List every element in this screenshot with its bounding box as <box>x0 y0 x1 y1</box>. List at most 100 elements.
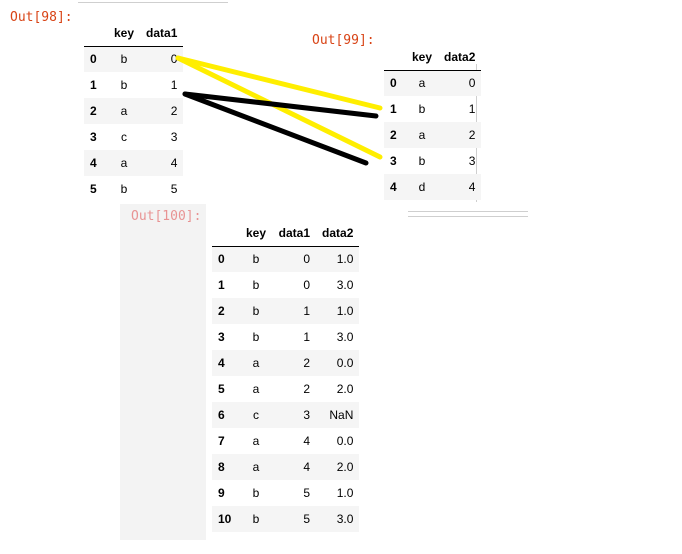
cell-data2: 4 <box>468 180 476 194</box>
cell-key: b <box>252 304 260 318</box>
column-header-data2: data2 <box>438 44 482 71</box>
table-row: 3 b 1 3.0 <box>212 324 359 350</box>
cell-data2: 3.0 <box>336 330 354 344</box>
column-header-key: key <box>406 44 439 71</box>
cell-data2: 2 <box>468 128 476 142</box>
index-header <box>384 44 406 71</box>
cell-key: b <box>252 512 260 526</box>
table-row: 1 b 1 <box>84 72 183 98</box>
cell-data1: 5 <box>170 182 178 196</box>
cell-data1: 4 <box>303 434 311 448</box>
table-row: 2 a 2 <box>384 122 482 148</box>
cell-key: a <box>418 128 426 142</box>
yellow-connector-line <box>175 55 383 111</box>
row-index: 2 <box>390 128 397 142</box>
row-index: 2 <box>90 104 97 118</box>
table-row: 2 a 2 <box>84 98 184 124</box>
cell-key: b <box>252 486 260 500</box>
cell-key: b <box>418 154 426 168</box>
row-index: 0 <box>90 52 97 67</box>
row-index: 7 <box>218 434 225 448</box>
cell-key: a <box>252 434 260 448</box>
table-row: 0 b 0 1.0 <box>212 246 360 272</box>
table-row: 0 a 0 <box>384 70 482 96</box>
cell-key: c <box>253 408 260 422</box>
out98-dataframe: key data1 0 b 0 1 b 1 2 a 2 3 c 3 4 a 4 5 b 5 <box>84 20 184 202</box>
cell-key: c <box>121 130 128 144</box>
output-border <box>476 64 477 202</box>
column-header-data1: data1 <box>140 20 184 47</box>
cell-data1: 1 <box>303 330 311 344</box>
row-index: 8 <box>218 460 225 474</box>
row-index: 1 <box>90 78 97 92</box>
index-header <box>84 20 108 47</box>
cell-data1: 2 <box>303 382 311 396</box>
cell-separator-right-2 <box>408 216 528 217</box>
cell-key: b <box>120 78 128 92</box>
row-index: 3 <box>90 130 97 144</box>
table-row: 2 b 1 1.0 <box>212 298 360 324</box>
row-index: 6 <box>218 408 225 422</box>
cell-separator-right-1 <box>408 211 528 212</box>
row-index: 3 <box>390 154 397 168</box>
row-index: 5 <box>90 182 97 196</box>
cell-data2: 2.0 <box>336 460 354 474</box>
cell-key: b <box>252 252 260 267</box>
cell-data2: 0.0 <box>336 434 354 448</box>
cell-data1: 3 <box>303 408 311 422</box>
column-header-data2: data2 <box>316 220 360 247</box>
cell-data1: 3 <box>170 130 178 144</box>
row-index: 5 <box>218 382 225 396</box>
cell-data2: 3.0 <box>336 512 354 526</box>
cell-data1: 5 <box>303 486 311 500</box>
cell-data1: 1 <box>303 304 311 318</box>
cell-data1: 1 <box>170 78 178 92</box>
cell-data2: 1.0 <box>336 486 354 500</box>
cell-key: b <box>120 52 128 67</box>
cell-data2: 2.0 <box>336 382 354 396</box>
out100-prompt: Out[100]: <box>131 209 202 224</box>
out98-prompt: Out[98]: <box>10 10 73 25</box>
cell-data1: 0 <box>170 52 178 67</box>
cell-data1: 4 <box>303 460 311 474</box>
table-row: 4 a 4 <box>84 150 184 176</box>
column-header-data1: data1 <box>272 220 317 247</box>
black-connector-line <box>182 91 379 119</box>
index-header <box>212 220 240 247</box>
table-row: 7 a 4 0.0 <box>212 428 359 454</box>
table-row: 8 a 4 2.0 <box>212 454 360 480</box>
row-index: 4 <box>90 156 97 170</box>
cell-key: b <box>252 278 260 292</box>
cell-data2: 3.0 <box>336 278 354 292</box>
cell-data1: 0 <box>303 252 311 267</box>
cell-data2: 1 <box>468 102 476 116</box>
column-header-key: key <box>108 20 141 47</box>
row-index: 1 <box>390 102 397 116</box>
table-row: 6 c 3 NaN <box>212 402 360 428</box>
out100-prompt-panel <box>120 204 206 540</box>
row-index: 4 <box>218 356 225 370</box>
table-row: 4 d 4 <box>384 174 482 200</box>
yellow-connector-line <box>175 55 383 160</box>
table-row: 4 a 2 0.0 <box>212 350 360 376</box>
out99-prompt: Out[99]: <box>312 33 375 48</box>
cell-data1: 2 <box>303 356 311 370</box>
cell-data2: NaN <box>329 408 354 422</box>
cell-data1: 4 <box>170 156 178 170</box>
cell-key: b <box>418 102 426 116</box>
table-row: 1 b 1 <box>384 96 481 122</box>
cell-key: a <box>120 104 128 118</box>
table-row: 1 b 0 3.0 <box>212 272 359 298</box>
cell-key: a <box>120 156 128 170</box>
table-row: 3 b 3 <box>384 148 481 174</box>
row-index: 2 <box>218 304 225 318</box>
header-row: key data2 <box>384 44 482 71</box>
cell-data2: 0 <box>468 76 476 91</box>
cell-data1: 5 <box>303 512 311 526</box>
cell-data2: 0.0 <box>336 356 354 370</box>
cell-key: a <box>418 76 426 91</box>
header-row: key data1 data2 <box>212 220 360 247</box>
table-row: 3 c 3 <box>84 124 183 150</box>
column-header-key: key <box>240 220 273 247</box>
